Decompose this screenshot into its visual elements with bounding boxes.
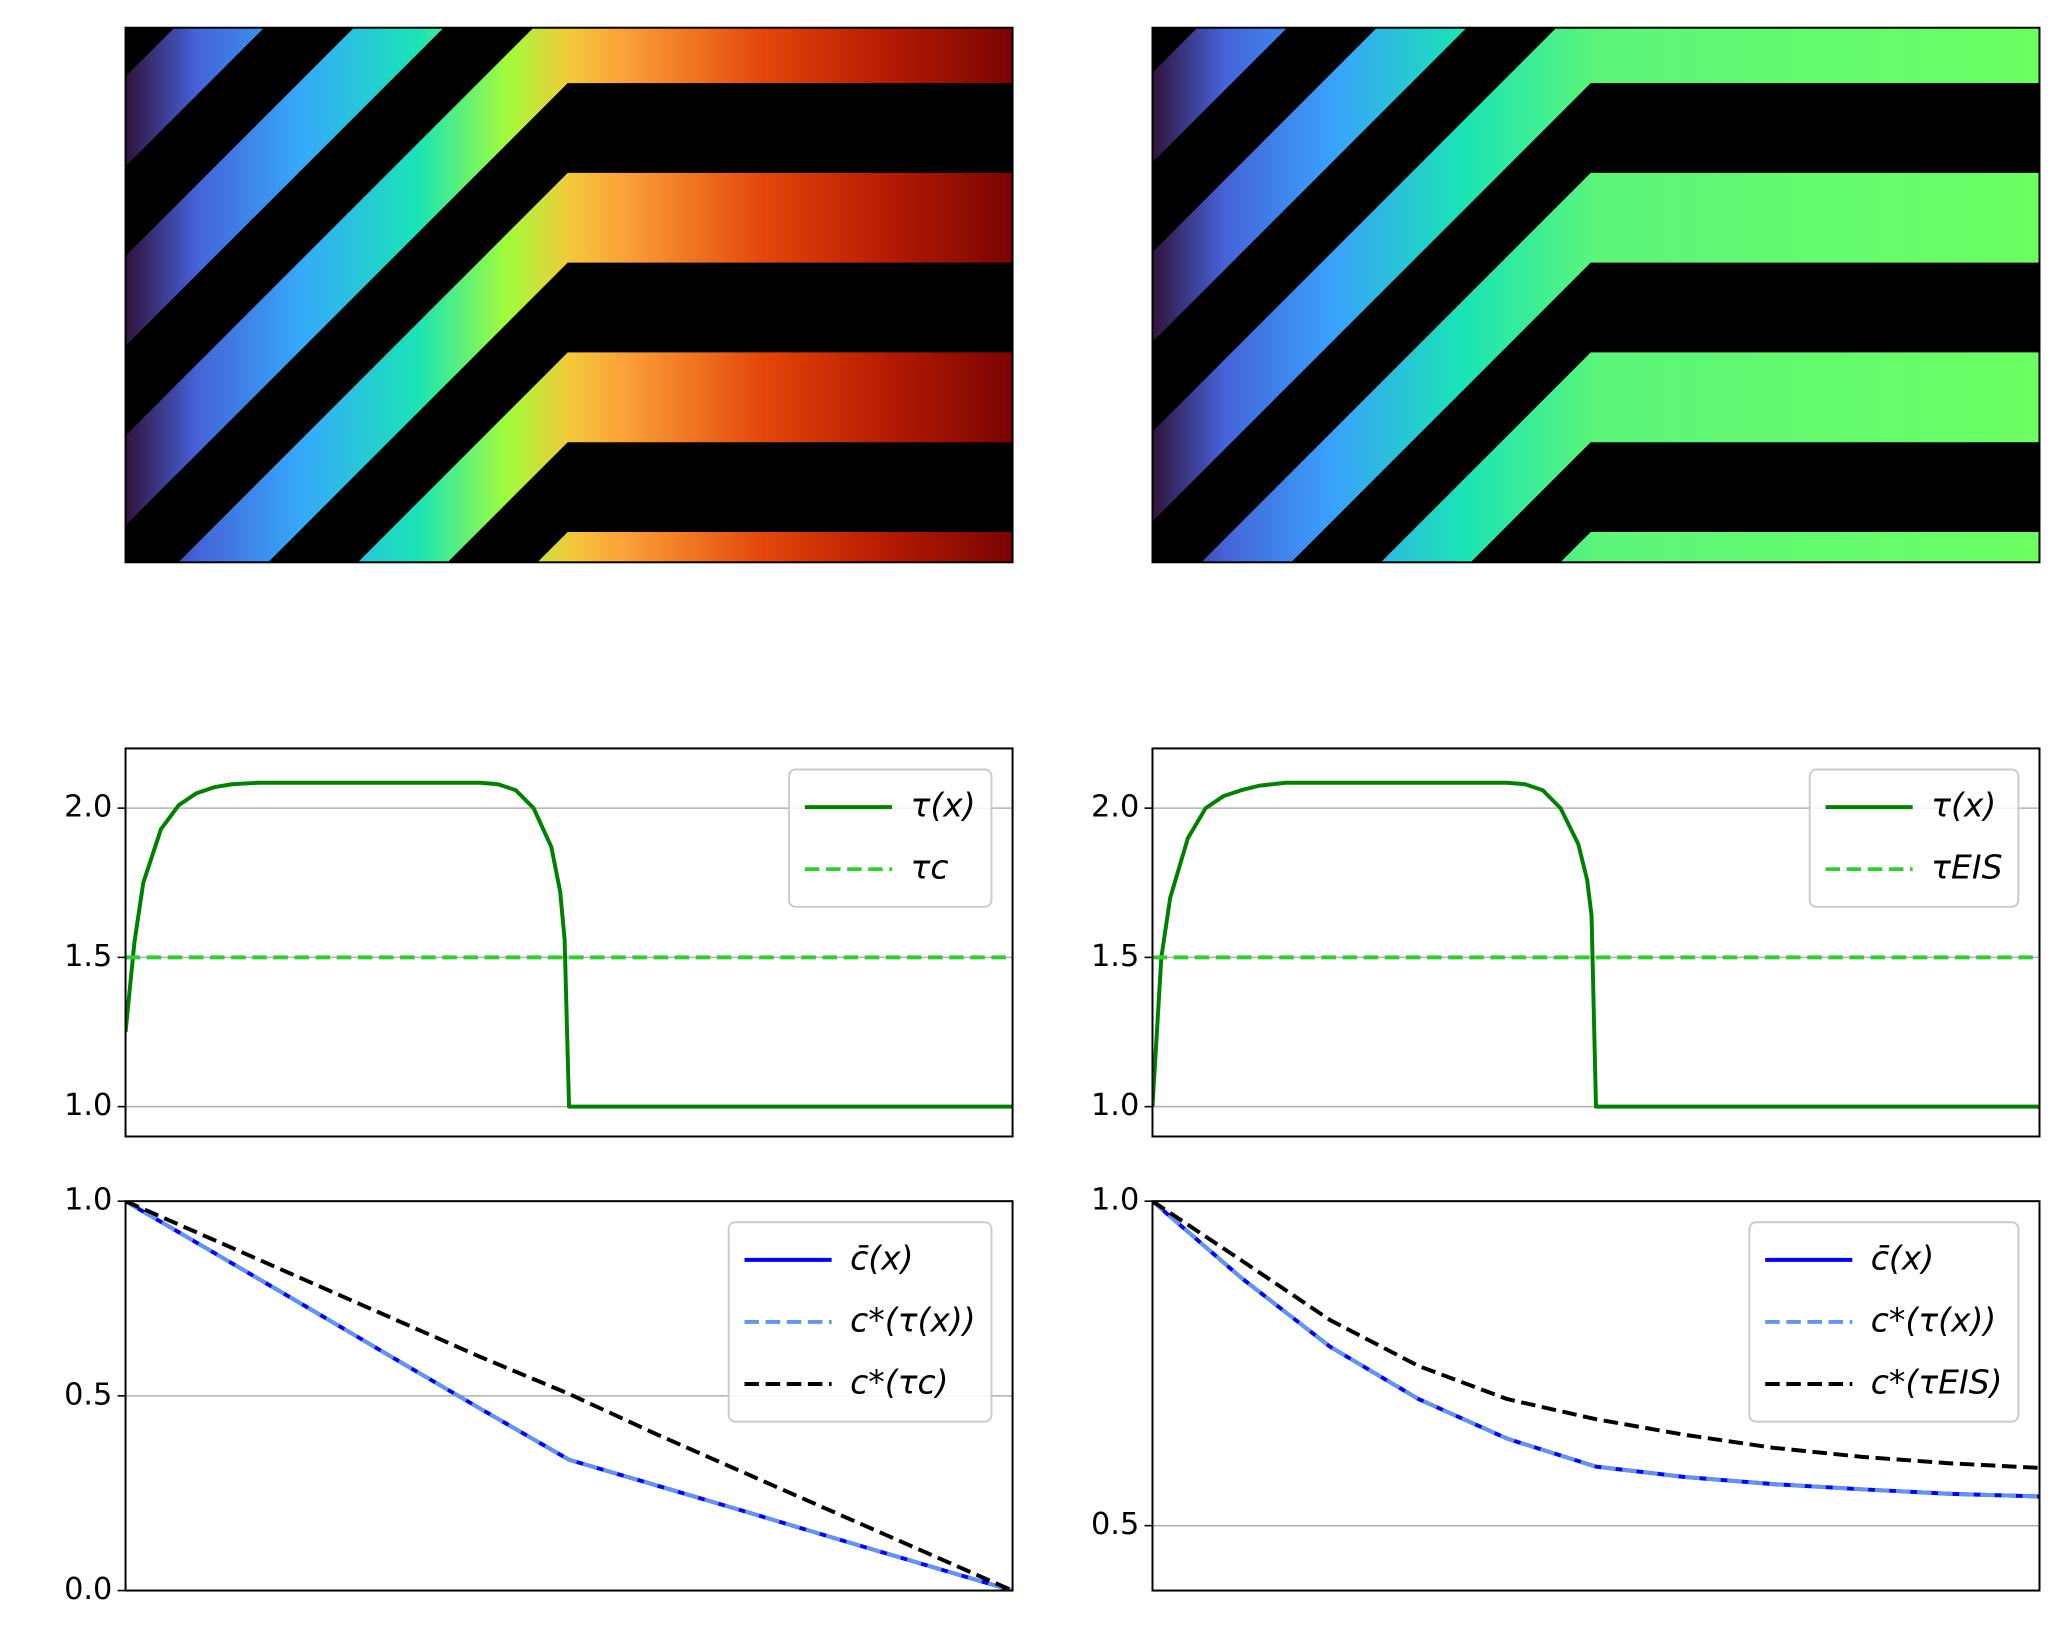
series-line (125, 1201, 1013, 1591)
plot-area (1152, 780, 2040, 1109)
legend-box (1808, 768, 2020, 908)
image-frame (1151, 26, 2041, 564)
series-line (125, 780, 1013, 1109)
stripe (125, 27, 444, 346)
y-tick-label: 0.5 (64, 1377, 112, 1412)
series-line (1152, 1201, 2040, 1470)
y-tick-label: 1.5 (1091, 939, 1139, 974)
y-tick-label: 2.0 (1091, 790, 1139, 825)
stripe (1152, 27, 1288, 163)
legend-label: c̄(x) (850, 1238, 913, 1277)
stripe (125, 27, 265, 167)
stripe (1152, 27, 1467, 342)
chart: 0.5 1.0 c̄(x) c*(τ(x)) c*(τEIS) (1091, 1183, 2041, 1592)
y-tick-label: 2.0 (64, 790, 112, 825)
stripe (537, 531, 1013, 563)
legend-label: c*(τ(x)) (850, 1300, 975, 1339)
axes-frame (124, 1200, 1014, 1592)
chart: 0.0 0.5 1.0 c̄(x) c*(τ(x)) c*(τc) (64, 1183, 1014, 1607)
stripe (1201, 172, 2040, 563)
y-tick-label: 1.0 (64, 1088, 112, 1123)
axes-frame (1151, 1200, 2041, 1592)
stripe (178, 172, 1013, 563)
stripe (1152, 27, 2040, 522)
stripe (125, 27, 1013, 526)
y-tick-label: 1.0 (1091, 1183, 1139, 1218)
y-tick-label: 1.0 (1091, 1088, 1139, 1123)
plot-area (125, 1201, 1013, 1591)
image-frame (124, 26, 1014, 564)
legend-label: τ(x) (1931, 786, 1996, 825)
legend-label: c*(τEIS) (1871, 1362, 2003, 1401)
legend: τ(x) τEIS (1808, 768, 2020, 908)
legend: τ(x) τc (788, 768, 993, 908)
y-tick-label: 0.0 (64, 1572, 112, 1607)
legend-label: τc (910, 848, 948, 887)
legend-label: c̄(x) (1871, 1238, 1934, 1277)
stripe-image (1152, 27, 2040, 563)
y-tick-label: 1.0 (64, 1183, 112, 1218)
legend-label: τEIS (1931, 848, 2002, 887)
legend-box (727, 1221, 993, 1423)
stripe (1380, 352, 2040, 563)
chart: 1.0 1.5 2.0 τ(x) τEIS (1091, 747, 2041, 1138)
stripe-image (125, 27, 1013, 563)
stripe (357, 352, 1013, 563)
y-tick-label: 0.5 (1091, 1507, 1139, 1542)
legend-box (1748, 1221, 2020, 1423)
axes-frame (124, 747, 1014, 1138)
legend-label: τ(x) (910, 786, 975, 825)
plot-area (125, 780, 1013, 1109)
legend: c̄(x) c*(τ(x)) c*(τc) (727, 1221, 993, 1423)
series-line (1152, 1201, 2040, 1499)
series-line (1152, 780, 2040, 1109)
stripe (1560, 531, 2040, 563)
axes-frame (1151, 747, 2041, 1138)
y-tick-label: 1.5 (64, 939, 112, 974)
series-line (125, 1201, 1013, 1591)
legend-label: c*(τ(x)) (1871, 1300, 1996, 1339)
legend: c̄(x) c*(τ(x)) c*(τEIS) (1748, 1221, 2020, 1423)
legend-box (788, 768, 993, 908)
chart: 1.0 1.5 2.0 τ(x) τc (64, 747, 1014, 1138)
legend-label: c*(τc) (850, 1362, 948, 1401)
plot-area (1152, 1201, 2040, 1499)
